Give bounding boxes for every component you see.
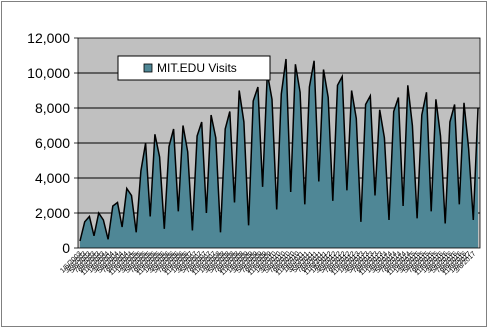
legend: MIT.EDU Visits [117, 55, 271, 81]
y-axis: 0 2,000 4,000 6,000 8,000 10,000 12,000 [27, 30, 78, 256]
legend-box [117, 55, 271, 81]
line-series-mit-edu-visits [79, 58, 479, 242]
y-tick-label: 4,000 [35, 170, 70, 186]
y-tick-label: 6,000 [35, 135, 70, 151]
legend-swatch [143, 63, 153, 73]
y-tick-label: 8,000 [35, 100, 70, 116]
y-tick-label: 0 [62, 240, 70, 256]
y-tick-label: 12,000 [27, 30, 70, 46]
legend-label: MIT.EDU Visits [157, 61, 237, 75]
y-tick-label: 2,000 [35, 205, 70, 221]
x-axis: 1/6/20033/6/20035/6/20037/6/20039/6/2003… [59, 250, 477, 277]
y-tick-label: 10,000 [27, 65, 70, 81]
